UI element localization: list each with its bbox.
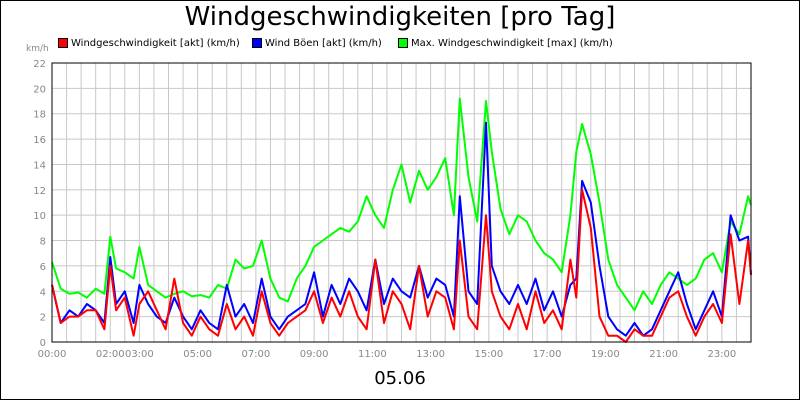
legend-label-gust: Wind Böen [akt] (km/h) bbox=[265, 38, 382, 49]
x-tick-label: 09:00 bbox=[300, 349, 329, 360]
legend-label-speed: Windgeschwindigkeit [akt] (km/h) bbox=[71, 38, 240, 49]
x-tick-label: 15:00 bbox=[474, 349, 503, 360]
series-line-1 bbox=[51, 121, 752, 337]
y-tick-label: 12 bbox=[33, 186, 46, 197]
y-axis-unit-label: km/h bbox=[26, 44, 49, 54]
x-tick-label: 11:00 bbox=[358, 349, 387, 360]
y-tick-label: 6 bbox=[40, 262, 46, 273]
y-tick-label: 22 bbox=[33, 59, 46, 70]
series-line-0 bbox=[51, 97, 752, 312]
x-tick-label: 23:00 bbox=[707, 349, 736, 360]
y-tick-label: 10 bbox=[33, 211, 46, 222]
legend-item-gust: Wind Böen [akt] (km/h) bbox=[252, 38, 382, 49]
x-tick-label: 00:00 bbox=[38, 349, 67, 360]
x-tick-label: 17:00 bbox=[533, 349, 562, 360]
y-tick-label: 0 bbox=[40, 338, 46, 349]
y-tick-label: 20 bbox=[33, 84, 46, 95]
legend-swatch-max bbox=[398, 38, 408, 48]
x-tick-label: 02:00 bbox=[96, 349, 125, 360]
y-tick-label: 14 bbox=[33, 160, 46, 171]
series-line-2 bbox=[51, 188, 752, 343]
chart-title: Windgeschwindigkeiten [pro Tag] bbox=[184, 2, 616, 32]
legend-swatch-speed bbox=[58, 38, 68, 48]
legend-item-speed: Windgeschwindigkeit [akt] (km/h) bbox=[58, 38, 240, 49]
y-tick-label: 2 bbox=[40, 313, 46, 324]
y-tick-label: 4 bbox=[40, 287, 46, 298]
x-tick-label: 21:00 bbox=[649, 349, 678, 360]
y-tick-label: 8 bbox=[40, 237, 46, 248]
x-tick-label: 13:00 bbox=[416, 349, 445, 360]
x-tick-label: 03:00 bbox=[125, 349, 154, 360]
x-axis-date-label: 05.06 bbox=[374, 368, 426, 389]
y-tick-label: 16 bbox=[33, 135, 46, 146]
plot-border bbox=[51, 62, 752, 343]
x-tick-label: 19:00 bbox=[591, 349, 620, 360]
legend-item-max: Max. Windgeschwindigkeit [max] (km/h) bbox=[398, 38, 613, 49]
x-tick-label: 05:00 bbox=[183, 349, 212, 360]
legend-label-max: Max. Windgeschwindigkeit [max] (km/h) bbox=[411, 38, 613, 49]
x-tick-label: 07:00 bbox=[241, 349, 270, 360]
legend-swatch-gust bbox=[252, 38, 262, 48]
y-tick-label: 18 bbox=[33, 110, 46, 121]
